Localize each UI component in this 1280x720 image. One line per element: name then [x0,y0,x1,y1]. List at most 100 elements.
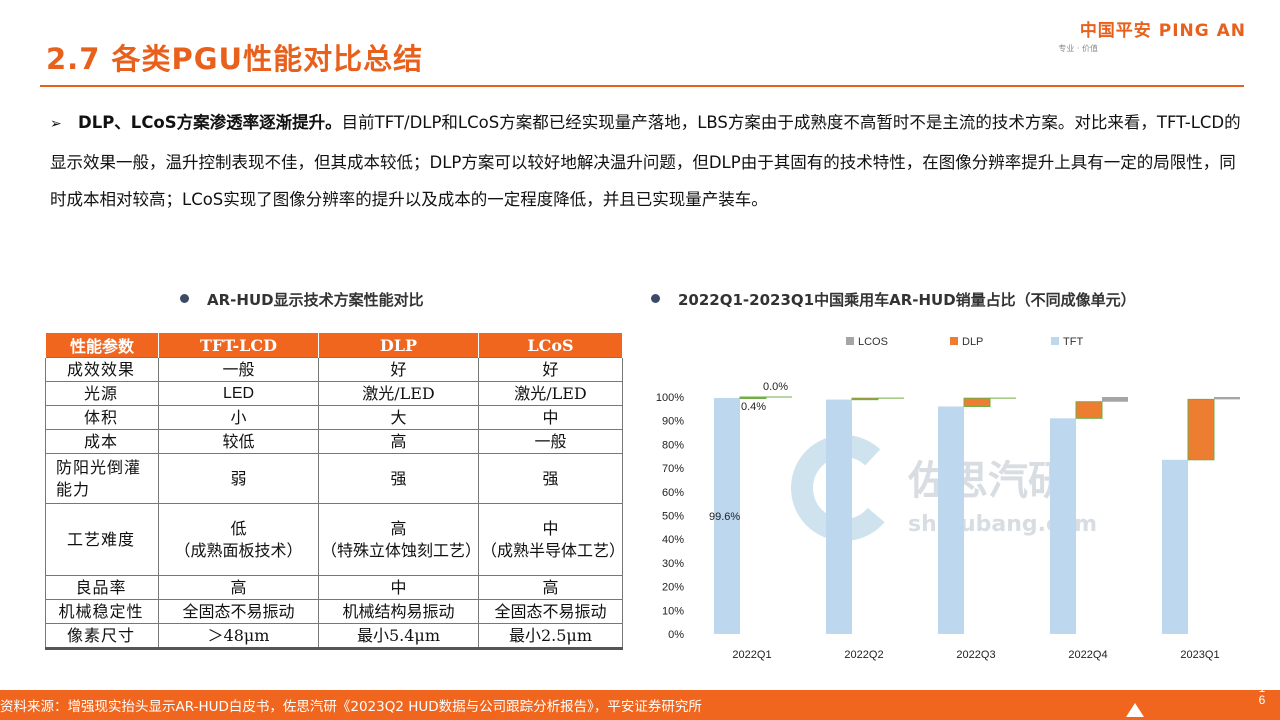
table-cell: 强 [478,453,623,504]
column-header: 性能参数 [45,333,159,358]
chart-container: 佐思汽研 shujubang.com 0% 10% 20% 30% 40% 50% 60% 70%… [646,328,1246,668]
y-tick-label: 80% [662,439,684,451]
legend-label: DLP [962,336,983,348]
table-cell: 激光/LED [478,381,623,406]
bar-tft [714,397,740,634]
bar-tft [826,399,852,634]
y-tick-label: 0% [668,629,684,641]
summary-lead: DLP、LCoS方案渗透率逐渐提升。 [78,113,342,132]
table-cell: 低 （成熟面板技术） [158,503,319,576]
table-heading: AR-HUD显示技术方案性能对比 [180,289,424,310]
logo-main-text: 中国平安 PING AN [1079,21,1246,41]
y-tick-label: 60% [662,487,684,499]
x-tick-label: 2023Q1 [1180,649,1219,661]
table-cell: 强 [318,453,479,504]
legend-label: TFT [1063,336,1083,348]
legend-label: LCOS [858,336,888,348]
bar-lcos [1102,397,1128,402]
table-row: 光源 LED 激光/LED 激光/LED [45,381,623,406]
table-cell: 小 [158,405,319,430]
bar-dlp [739,396,767,399]
footer-source: 资料来源：增强现实抬头显示AR-HUD白皮书，佐思汽研《2023Q2 HUD数据… [0,699,702,715]
table-cell: 防阳光倒灌能力 [45,453,159,504]
table-row: 工艺难度 低 （成熟面板技术） 高 （特殊立体蚀刻工艺） 中 （成熟半导体工艺） [45,503,625,576]
title-divider [40,85,1244,87]
bar-tft [1162,459,1188,634]
table-cell: 好 [318,357,479,382]
table-cell: 机械稳定性 [45,599,159,624]
x-tick-label: 2022Q2 [844,649,883,661]
bullet-dot-icon [180,294,189,303]
table-cell: 高 [478,575,623,600]
table-cell: 好 [478,357,623,382]
table-cell: 高 [318,429,479,454]
table-cell: 良品率 [45,575,159,600]
table-cell: 中 [478,405,623,430]
table-cell: 成本 [45,429,159,454]
table-row: 成效效果 一般 好 好 [45,357,623,382]
column-header: LCoS [478,333,623,358]
table-cell: 较低 [158,429,319,454]
table-cell: 全固态不易振动 [158,599,319,624]
y-tick-label: 90% [662,416,684,428]
brand-logo: 中国平安 PING AN 专业 · 价值 [1058,16,1246,54]
table-cell: 体积 [45,405,159,430]
legend-swatch [950,337,958,345]
x-tick-label: 2022Q1 [732,649,771,661]
legend-swatch [846,337,854,345]
page-number-text: 16 [1258,681,1266,707]
bar-dlp [851,397,879,401]
data-label-tft: 99.6% [709,511,740,523]
table-cell: 高 （特殊立体蚀刻工艺） [318,503,481,576]
bullet-arrow-icon: ➢ [50,116,62,132]
table-cell: 大 [318,405,479,430]
table-row: 像素尺寸 ＞48μm 最小5.4μm 最小2.5μm [45,623,623,650]
legend-swatch [1051,337,1059,345]
table-cell: 激光/LED [318,381,479,406]
table-cell: 最小5.4μm [318,623,479,650]
table-cell: LED [158,381,319,406]
column-header: DLP [318,333,479,358]
bar-lcos [1214,397,1240,400]
table-cell: 全固态不易振动 [478,599,623,624]
logo-sub-text: 专业 · 价值 [1058,44,1098,53]
summary-paragraph: ➢ DLP、LCoS方案渗透率逐渐提升。目前TFT/DLP和LCoS方案都已经实现… [50,104,1246,219]
chart-heading: 2022Q1-2023Q1中国乘用车AR-HUD销量占比（不同成像单元） [651,289,1136,310]
stacked-bar-chart: 佐思汽研shujubang.com0%10%20%30%40%50%60%70%… [656,336,1240,661]
table-row: 成本 较低 高 一般 [45,429,623,454]
table-header-row: 性能参数 TFT-LCD DLP LCoS [45,333,623,358]
x-tick-label: 2022Q4 [1068,649,1107,661]
bar-tft [938,406,964,634]
data-label-lcos: 0.0% [763,381,788,393]
table-row: 机械稳定性 全固态不易振动 机械结构易振动 全固态不易振动 [45,599,623,624]
table-cell: 成效效果 [45,357,159,382]
footer-bar [0,690,1280,720]
table-row: 良品率 高 中 高 [45,575,623,600]
y-tick-label: 40% [662,534,684,546]
summary-text: 目前TFT/DLP和LCoS方案都已经实现量产落地，LBS方案由于成熟度不高暂时… [50,113,1241,209]
y-tick-label: 50% [662,511,684,523]
tree-icon [1126,703,1144,717]
table-cell: 机械结构易振动 [318,599,479,624]
table-cell: 弱 [158,453,319,504]
table-cell: 光源 [45,381,159,406]
table-cell: 工艺难度 [45,503,159,576]
table-row: 体积 小 大 中 [45,405,623,430]
table-cell: 最小2.5μm [478,623,623,650]
table-cell: ＞48μm [158,623,319,650]
page-title: 2.7 各类PGU性能对比总结 [46,42,424,76]
y-tick-label: 70% [662,463,684,475]
y-tick-label: 100% [656,392,684,404]
table-cell: 中 [318,575,479,600]
page-number: 16 [1258,682,1268,706]
column-header: TFT-LCD [158,333,319,358]
y-tick-label: 30% [662,558,684,570]
bullet-dot-icon [651,294,660,303]
table-cell: 中 （成熟半导体工艺） [478,503,625,576]
bar-dlp [1187,398,1215,461]
data-label-dlp: 0.4% [741,401,766,413]
bar-dlp [1075,401,1103,419]
table-cell: 一般 [478,429,623,454]
y-tick-label: 20% [662,582,684,594]
watermark-cn: 佐思汽研 [907,458,1068,504]
